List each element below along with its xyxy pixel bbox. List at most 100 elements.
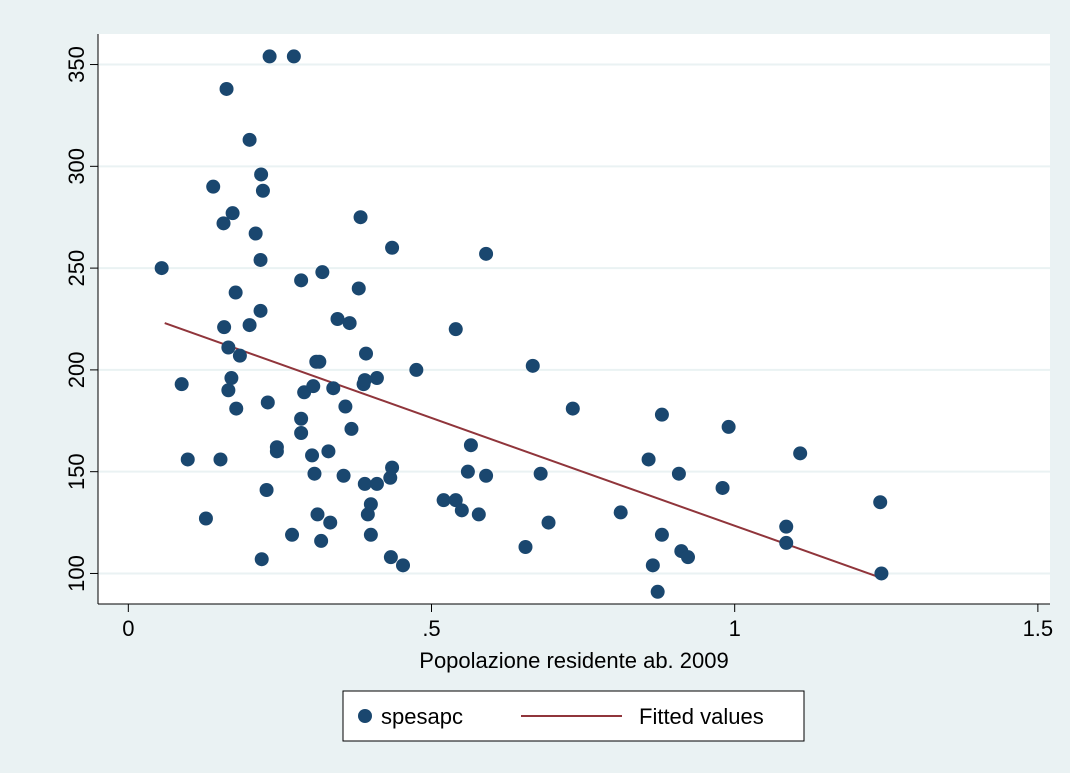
y-tick-label-350: 350 — [64, 46, 89, 83]
data-point-45 — [326, 381, 341, 396]
data-point-75 — [479, 468, 494, 483]
data-point-60 — [369, 371, 384, 386]
data-point-9 — [221, 340, 236, 355]
data-point-96 — [873, 495, 888, 510]
data-point-64 — [385, 460, 400, 475]
data-point-86 — [654, 407, 669, 422]
data-point-85 — [650, 584, 665, 599]
data-point-82 — [613, 505, 628, 520]
fit-line-layer — [164, 322, 881, 579]
data-point-26 — [262, 49, 277, 64]
data-point-63 — [383, 550, 398, 565]
data-point-94 — [779, 535, 794, 550]
data-point-23 — [255, 183, 270, 198]
x-tick-label-.5: .5 — [422, 616, 440, 641]
data-point-92 — [721, 419, 736, 434]
x-axis-title: Popolazione residente ab. 2009 — [419, 648, 728, 673]
data-point-33 — [294, 426, 309, 440]
data-point-16 — [242, 132, 257, 147]
data-point-47 — [336, 468, 351, 483]
data-point-72 — [460, 464, 475, 479]
x-tick-label-1: 1 — [729, 616, 741, 641]
data-point-79 — [533, 466, 548, 481]
data-point-19 — [253, 252, 268, 267]
data-point-13 — [228, 285, 243, 300]
data-point-80 — [541, 515, 556, 530]
data-point-8 — [219, 81, 234, 96]
x-tick-label-0: 0 — [122, 616, 134, 641]
data-point-39 — [310, 507, 325, 522]
data-point-93 — [779, 519, 794, 534]
data-point-22 — [254, 552, 269, 567]
data-point-11 — [224, 371, 239, 386]
data-point-28 — [269, 444, 284, 459]
data-point-68 — [436, 493, 451, 508]
data-point-18 — [248, 226, 263, 241]
data-point-7 — [217, 320, 232, 335]
data-point-40 — [312, 354, 327, 369]
data-point-83 — [641, 452, 656, 467]
legend-label-fitted-values: Fitted values — [639, 704, 764, 729]
data-point-32 — [294, 411, 309, 426]
data-point-21 — [254, 167, 269, 182]
data-point-91 — [715, 480, 730, 495]
data-point-55 — [357, 476, 372, 491]
data-point-73 — [463, 438, 478, 453]
data-point-1 — [174, 377, 189, 392]
data-point-12 — [225, 206, 240, 221]
data-point-97 — [874, 566, 889, 581]
fitted-values-line — [164, 322, 881, 579]
data-point-31 — [294, 273, 309, 288]
y-tick-label-300: 300 — [64, 148, 89, 185]
data-point-10 — [221, 383, 236, 398]
data-point-90 — [680, 550, 695, 565]
data-point-48 — [338, 399, 353, 414]
data-point-43 — [321, 444, 336, 459]
x-axis: 0 .5 1 1.5 — [98, 603, 1054, 641]
data-point-24 — [259, 483, 274, 497]
data-point-41 — [314, 533, 329, 548]
data-point-88 — [671, 466, 686, 481]
data-point-74 — [471, 507, 486, 522]
plot-area — [98, 34, 1050, 604]
data-point-52 — [353, 210, 368, 225]
data-point-84 — [645, 558, 660, 573]
data-point-49 — [342, 316, 357, 331]
data-point-30 — [286, 49, 301, 64]
data-point-50 — [344, 421, 359, 436]
data-point-4 — [206, 179, 221, 194]
data-point-69 — [448, 322, 463, 337]
data-point-95 — [793, 446, 808, 461]
data-point-35 — [305, 448, 320, 463]
data-point-65 — [385, 240, 400, 255]
data-point-78 — [525, 358, 540, 373]
data-point-76 — [479, 246, 494, 261]
legend: spesapc Fitted values — [342, 690, 805, 742]
x-tick-label-1.5: 1.5 — [1023, 616, 1054, 641]
data-point-29 — [285, 527, 300, 542]
legend-marker-spesapc — [358, 709, 372, 723]
data-point-51 — [351, 281, 366, 296]
data-point-6 — [216, 216, 231, 231]
legend-label-spesapc: spesapc — [381, 704, 463, 729]
data-point-5 — [213, 452, 228, 467]
data-point-61 — [369, 476, 384, 491]
data-point-36 — [306, 379, 321, 394]
data-point-20 — [253, 303, 268, 318]
points-layer — [154, 49, 889, 599]
data-point-14 — [229, 401, 244, 416]
y-tick-label-200: 200 — [64, 352, 89, 389]
y-tick-label-100: 100 — [64, 555, 89, 592]
data-point-2 — [180, 452, 195, 467]
data-point-71 — [454, 503, 469, 518]
data-point-56 — [359, 346, 374, 361]
y-tick-label-250: 250 — [64, 250, 89, 287]
data-point-46 — [330, 312, 345, 326]
y-axis: 100 150 200 250 300 350 — [64, 34, 99, 604]
data-point-17 — [242, 318, 257, 333]
data-point-87 — [654, 527, 669, 542]
data-point-59 — [363, 527, 378, 542]
data-point-54 — [357, 373, 372, 388]
data-point-81 — [565, 401, 580, 416]
